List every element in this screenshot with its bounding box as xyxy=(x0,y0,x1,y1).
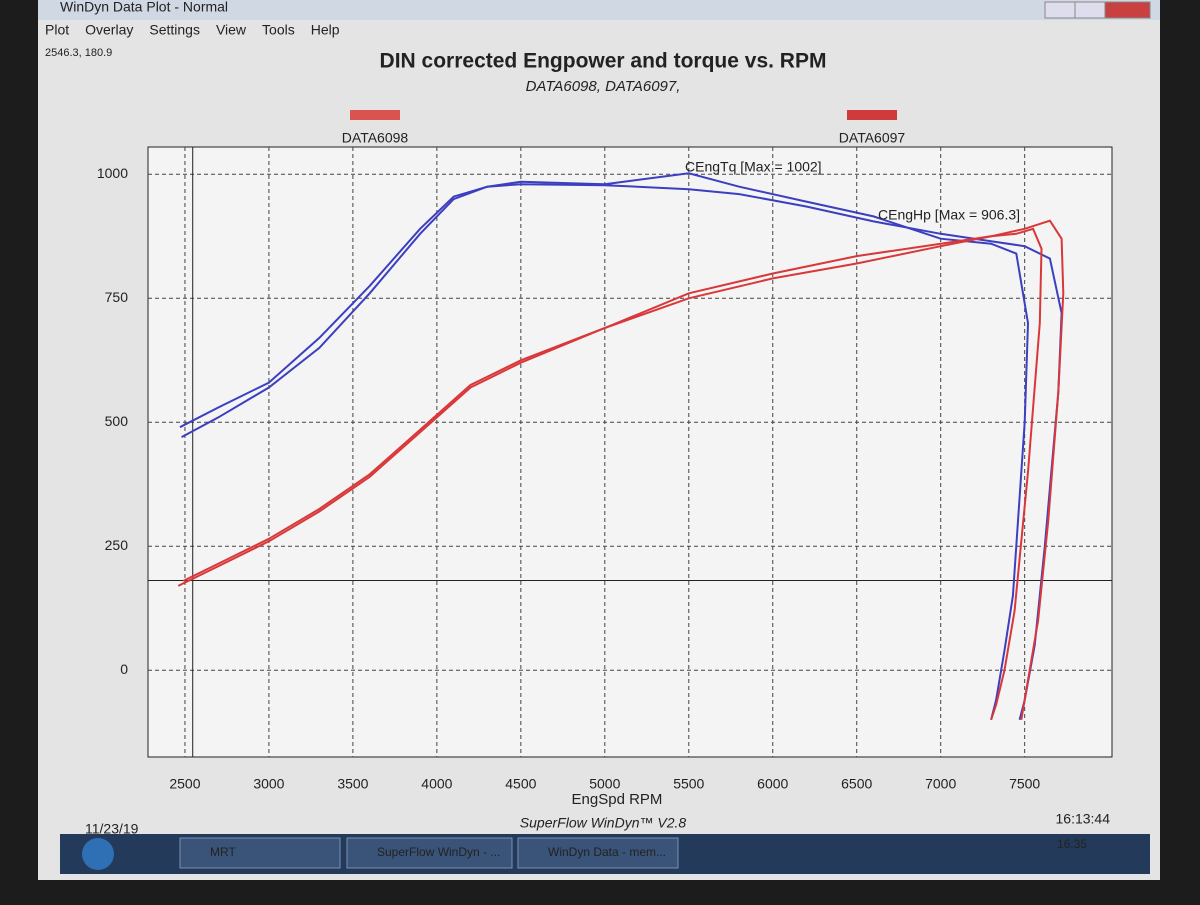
clock: 16:35 xyxy=(1057,837,1087,851)
title-bar xyxy=(38,0,1160,20)
x-tick-label: 5500 xyxy=(673,776,704,792)
legend-label: DATA6097 xyxy=(839,130,906,146)
cursor-readout: 2546.3, 180.9 xyxy=(45,47,112,59)
x-tick-label: 4500 xyxy=(505,776,536,792)
x-tick-label: 7500 xyxy=(1009,776,1040,792)
menu-item[interactable]: Help xyxy=(311,22,340,38)
legend-label: DATA6098 xyxy=(342,130,409,146)
task-label[interactable]: WinDyn Data - mem... xyxy=(548,845,666,859)
x-tick-label: 2500 xyxy=(169,776,200,792)
x-tick-label: 6000 xyxy=(757,776,788,792)
footer-time: 16:13:44 xyxy=(1056,811,1111,827)
legend-swatch xyxy=(350,110,400,120)
window-title: WinDyn Data Plot - Normal xyxy=(60,0,228,15)
y-tick-label: 250 xyxy=(105,537,129,553)
task-label[interactable]: SuperFlow WinDyn - ... xyxy=(377,845,500,859)
footer-date: 11/23/19 xyxy=(85,821,139,837)
data-line xyxy=(177,219,1065,720)
x-tick-label: 6500 xyxy=(841,776,872,792)
y-tick-label: 750 xyxy=(105,289,129,305)
menu-item[interactable]: Settings xyxy=(149,22,200,38)
chart-subtitle: DATA6098, DATA6097, xyxy=(526,78,681,95)
maximize-button[interactable] xyxy=(1074,1,1106,19)
y-tick-label: 0 xyxy=(120,661,128,677)
menu-item[interactable]: View xyxy=(216,22,247,38)
x-tick-label: 3500 xyxy=(337,776,368,792)
annotation: CEngTq [Max = 1002] xyxy=(685,159,822,175)
minimize-button[interactable] xyxy=(1044,1,1076,19)
close-button[interactable] xyxy=(1104,1,1151,19)
legend-swatch xyxy=(847,110,897,120)
x-tick-label: 3000 xyxy=(253,776,284,792)
data-line xyxy=(179,172,1030,721)
task-button[interactable] xyxy=(179,837,341,869)
task-label[interactable]: MRT xyxy=(210,845,236,859)
plot-area xyxy=(147,146,1113,758)
y-tick-label: 500 xyxy=(105,413,129,429)
task-list: MRT SuperFlow WinDyn - ... WinDyn Data - m… xyxy=(179,837,679,869)
task-button[interactable] xyxy=(517,837,679,869)
start-button[interactable] xyxy=(82,838,114,870)
task-button[interactable] xyxy=(346,837,513,869)
x-axis-label: EngSpd RPM xyxy=(572,791,663,808)
annotation: CEngHp [Max = 906.3] xyxy=(878,207,1020,223)
chart-title: DIN corrected Engpower and torque vs. RP… xyxy=(380,50,827,73)
menu-item[interactable]: Overlay xyxy=(85,22,133,38)
x-tick-label: 7000 xyxy=(925,776,956,792)
menu-item[interactable]: Plot xyxy=(45,22,69,38)
menu-bar: Plot Overlay Settings View Tools Help xyxy=(45,22,340,38)
menu-item[interactable]: Tools xyxy=(262,22,295,38)
data-line xyxy=(182,227,1043,721)
y-tick-label: 1000 xyxy=(97,165,128,181)
x-tick-label: 5000 xyxy=(589,776,620,792)
x-tick-label: 4000 xyxy=(421,776,452,792)
footer-product: SuperFlow WinDyn™ V2.8 xyxy=(520,815,687,831)
